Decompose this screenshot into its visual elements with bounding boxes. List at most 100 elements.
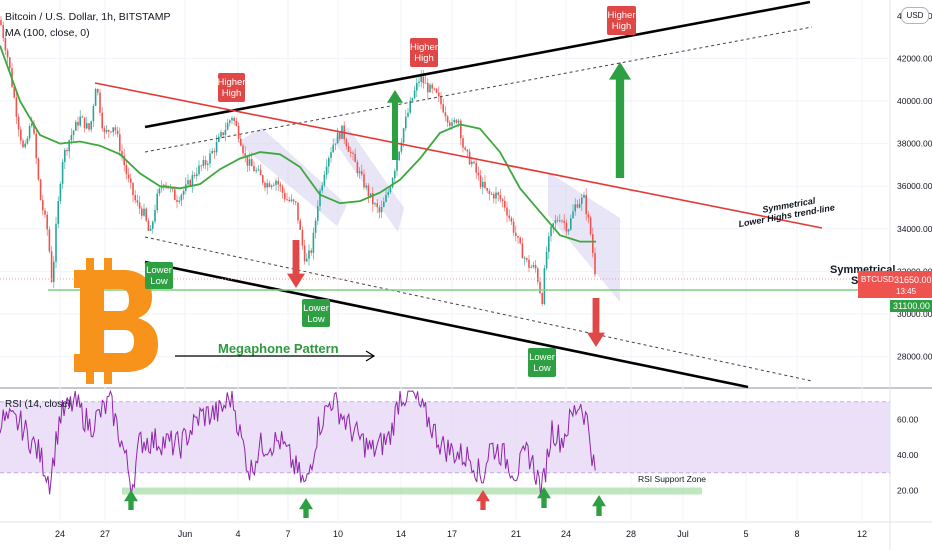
candle-body	[22, 140, 24, 148]
price-pane-bg	[0, 0, 890, 387]
rsi-tick-label: 60.00	[897, 415, 919, 425]
candle-body	[475, 163, 477, 173]
candle-body	[105, 130, 108, 133]
rsi-indicator-label: RSI (14, close)	[5, 399, 72, 410]
candle-body	[543, 268, 546, 304]
time-tick-label: 5	[743, 529, 748, 539]
candle-body	[369, 193, 372, 197]
candle-body	[479, 175, 482, 188]
upper-dashed-line	[144, 26, 813, 153]
candle-body	[488, 190, 491, 194]
candle-body	[273, 184, 275, 186]
candle-body	[165, 184, 167, 186]
candle-body	[204, 160, 207, 165]
candle-body	[352, 152, 354, 154]
candle-body	[413, 90, 416, 98]
time-tick-label: 27	[100, 529, 110, 539]
candle-body	[99, 92, 101, 113]
candle-body	[176, 200, 178, 202]
candle-body	[17, 116, 20, 130]
rsi-support-zone	[122, 487, 702, 495]
candle-body	[409, 100, 411, 113]
candle-body	[61, 161, 64, 184]
price-tick-label: 40000.00	[897, 96, 932, 106]
candle-body	[281, 186, 284, 193]
candle-body	[449, 122, 451, 126]
symmetrical-cut-label-2: S	[851, 275, 858, 287]
price-tick-label: 36000.00	[897, 181, 932, 191]
candle-body	[251, 159, 253, 167]
candle-body	[44, 210, 46, 215]
candle-body	[490, 193, 493, 195]
candle-body	[416, 83, 418, 91]
price-tick-label: 38000.00	[897, 139, 932, 149]
candle-body	[321, 185, 323, 191]
btc-price-tag-name: BTCUSD	[861, 275, 894, 284]
candle-body	[361, 171, 363, 175]
candle-body	[15, 97, 18, 117]
candle-body	[53, 261, 55, 282]
lower-low-label-1: Lower Low	[145, 262, 173, 289]
moving-average-line	[0, 45, 596, 243]
candle-body	[508, 215, 510, 219]
candle-body	[464, 147, 466, 150]
candle-body	[356, 162, 359, 173]
candle-body	[506, 207, 508, 216]
candle-body	[325, 166, 328, 175]
higher-high-label-3: Higher High	[607, 6, 636, 35]
candle-body	[220, 132, 222, 137]
rsi-up-arrow-green	[124, 490, 138, 510]
rsi-line	[0, 389, 596, 499]
candle-body	[187, 180, 189, 185]
candle-body	[207, 163, 209, 165]
rsi-tick-label: 20.00	[897, 486, 919, 496]
candle-body	[246, 155, 249, 166]
candle-body	[242, 145, 244, 154]
candle-body	[123, 155, 125, 166]
candle-body	[28, 125, 31, 139]
candle-body	[499, 195, 502, 200]
candle-body	[253, 166, 255, 172]
candle-body	[460, 120, 462, 139]
currency-badge[interactable]: USD	[901, 7, 929, 24]
candle-body	[567, 229, 570, 232]
candle-body	[0, 20, 2, 25]
candle-body	[288, 200, 290, 202]
candle-body	[576, 204, 579, 208]
candle-body	[88, 123, 90, 130]
candle-body	[94, 88, 97, 106]
candle-body	[9, 57, 11, 69]
candle-body	[66, 149, 68, 152]
time-axis: 24 27 Jun 4 7 10 14 17 21 24 28 Jul 5 8 12	[55, 529, 867, 539]
candle-body	[530, 266, 532, 268]
candle-body	[323, 174, 326, 186]
rsi-up-arrow-green	[592, 495, 606, 516]
megaphone-lower-line	[144, 260, 749, 389]
btc-price-tag[interactable]: BTCUSD 31650.00 13:45	[858, 271, 932, 298]
candle-body	[189, 180, 191, 186]
candle-body	[319, 190, 321, 207]
candle-body	[418, 81, 420, 84]
candle-body	[224, 129, 227, 136]
candle-body	[552, 223, 554, 227]
candle-body	[112, 127, 114, 133]
candle-body	[336, 132, 339, 144]
candle-body	[279, 184, 282, 187]
time-tick-label: 8	[794, 529, 799, 539]
candle-body	[515, 232, 517, 236]
candle-body	[446, 116, 449, 123]
candle-body	[26, 138, 29, 144]
candle-body	[438, 92, 440, 97]
candle-body	[581, 197, 583, 204]
candle-body	[226, 122, 229, 130]
candle-body	[119, 134, 121, 152]
candle-body	[79, 116, 81, 126]
candle-body	[193, 175, 196, 177]
candle-body	[270, 185, 273, 187]
candle-body	[521, 243, 524, 259]
candle-body	[310, 250, 312, 253]
candle-body	[589, 217, 592, 235]
candle-body	[556, 220, 559, 222]
candle-body	[132, 182, 134, 196]
